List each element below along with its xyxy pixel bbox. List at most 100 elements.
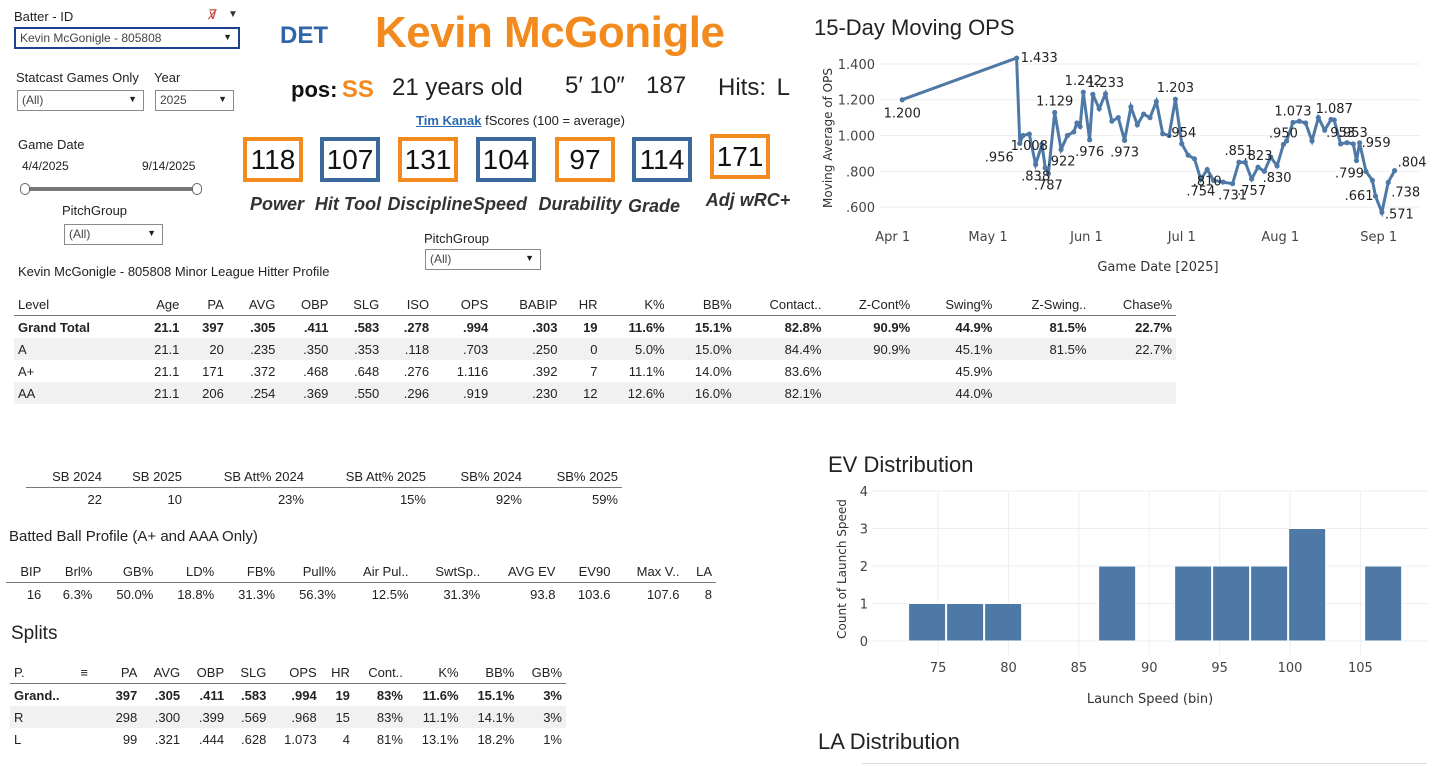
column-header[interactable]: Z-Swing.. <box>996 293 1091 316</box>
ops-point[interactable] <box>1080 89 1086 95</box>
column-header[interactable]: BB% <box>668 293 736 316</box>
column-header[interactable]: ISO <box>383 293 434 316</box>
ops-point[interactable] <box>1134 122 1140 128</box>
ops-point[interactable] <box>1350 141 1356 147</box>
ops-point[interactable] <box>1020 132 1026 139</box>
column-header[interactable]: OBP <box>184 661 229 684</box>
ops-point[interactable] <box>1115 115 1121 121</box>
ops-point[interactable] <box>1242 159 1248 165</box>
ops-point[interactable] <box>1210 177 1217 183</box>
column-header[interactable]: Swing% <box>914 293 997 316</box>
column-header[interactable]: BABIP <box>492 293 562 316</box>
ops-point[interactable] <box>1322 127 1328 133</box>
ops-point[interactable] <box>1379 209 1385 215</box>
ops-point[interactable] <box>1261 168 1267 174</box>
pitchgroup2-select[interactable]: (All) ▼ <box>425 249 541 270</box>
batter-select[interactable]: Kevin McGonigle - 805808 ▼ <box>14 27 240 49</box>
column-header[interactable]: SB 2025 <box>106 465 186 488</box>
column-header[interactable]: SB 2024 <box>26 465 106 488</box>
ops-point[interactable] <box>1296 118 1302 124</box>
column-header[interactable]: Pull% <box>279 560 340 583</box>
column-header[interactable]: PA <box>104 661 142 684</box>
column-header[interactable]: SLG <box>228 661 271 684</box>
ops-point[interactable] <box>1153 98 1159 105</box>
ops-point[interactable] <box>1128 104 1134 110</box>
statcast-select[interactable]: (All) ▼ <box>17 90 144 111</box>
column-header[interactable]: PA <box>183 293 228 316</box>
ops-point[interactable] <box>1064 132 1071 139</box>
ops-point[interactable] <box>1344 140 1350 146</box>
column-header[interactable]: Contact.. <box>735 293 826 316</box>
ops-point[interactable] <box>1363 168 1369 175</box>
column-header[interactable]: SB% 2025 <box>525 465 622 488</box>
column-header[interactable]: LD% <box>157 560 219 583</box>
ops-point[interactable] <box>1052 109 1058 116</box>
column-header[interactable]: AVG <box>227 293 280 316</box>
ops-point[interactable] <box>1141 111 1147 117</box>
ops-point[interactable] <box>1268 154 1274 160</box>
column-header[interactable]: Chase% <box>1090 293 1176 316</box>
ops-point[interactable] <box>1013 55 1020 61</box>
pitchgroup-select[interactable]: (All) ▼ <box>64 224 163 245</box>
column-header[interactable]: OPS <box>433 293 493 316</box>
ops-point[interactable] <box>1369 177 1375 183</box>
column-header[interactable]: K% <box>406 661 463 684</box>
ops-point[interactable] <box>1185 152 1191 158</box>
column-header[interactable]: SB% 2024 <box>429 465 526 488</box>
ops-point[interactable] <box>1179 141 1185 147</box>
column-header[interactable]: SwtSp.. <box>412 560 485 583</box>
ops-point[interactable] <box>1236 159 1242 165</box>
ops-point[interactable] <box>1255 164 1261 170</box>
ops-point[interactable] <box>1303 120 1309 126</box>
ops-point[interactable] <box>1337 141 1344 147</box>
column-header[interactable]: Max V.. <box>614 560 684 583</box>
ops-point[interactable] <box>1077 123 1083 130</box>
ops-point[interactable] <box>1372 193 1379 199</box>
column-header[interactable]: Level <box>14 293 134 316</box>
ops-point[interactable] <box>1166 132 1172 139</box>
column-header[interactable]: GB% <box>518 661 566 684</box>
ops-point[interactable] <box>1087 137 1093 143</box>
column-header[interactable]: K% <box>601 293 669 316</box>
ev-bar[interactable] <box>1098 565 1137 642</box>
column-header[interactable]: HR <box>320 661 354 684</box>
ops-point[interactable] <box>1172 96 1179 102</box>
column-header[interactable]: SB Att% 2024 <box>186 465 308 488</box>
column-header[interactable]: SB Att% 2025 <box>307 465 430 488</box>
ops-point[interactable] <box>1121 137 1128 143</box>
ops-point[interactable] <box>1033 161 1039 168</box>
column-header[interactable]: Age <box>133 293 184 316</box>
slider-start-handle[interactable] <box>20 183 30 195</box>
ev-bar[interactable] <box>908 603 947 642</box>
ops-point[interactable] <box>1331 117 1337 123</box>
ev-bar[interactable] <box>946 603 985 642</box>
clear-filter-icon[interactable]: ⊽̸ <box>208 7 218 22</box>
column-header[interactable]: BIP <box>6 560 46 583</box>
ev-bar[interactable] <box>1250 565 1289 642</box>
ops-point[interactable] <box>1071 129 1077 135</box>
ops-point[interactable] <box>1283 138 1290 144</box>
ops-point[interactable] <box>1058 146 1064 153</box>
ops-point[interactable] <box>1357 140 1363 146</box>
column-header[interactable]: Z-Cont% <box>825 293 915 316</box>
ops-point[interactable] <box>1160 131 1166 137</box>
year-select[interactable]: 2025 ▼ <box>155 90 234 111</box>
ops-point[interactable] <box>1090 91 1096 97</box>
column-header[interactable]: LA <box>683 560 716 583</box>
ops-point[interactable] <box>1045 171 1051 177</box>
column-header[interactable]: AVG EV <box>484 560 560 583</box>
date-range-slider[interactable] <box>20 183 202 195</box>
ops-point[interactable] <box>1229 181 1236 187</box>
ops-point[interactable] <box>1096 106 1102 112</box>
column-header[interactable]: HR <box>561 293 602 316</box>
ops-point[interactable] <box>1353 157 1360 164</box>
ops-point[interactable] <box>1147 115 1153 121</box>
ops-point[interactable] <box>1204 166 1210 173</box>
ops-point[interactable] <box>1280 141 1287 148</box>
ops-point[interactable] <box>1315 115 1321 121</box>
column-header[interactable]: Brl% <box>45 560 97 583</box>
ev-bar[interactable] <box>984 603 1023 642</box>
sort-icon[interactable]: ≡ <box>76 661 105 684</box>
column-header[interactable]: SLG <box>332 293 384 316</box>
slider-end-handle[interactable] <box>192 183 202 195</box>
